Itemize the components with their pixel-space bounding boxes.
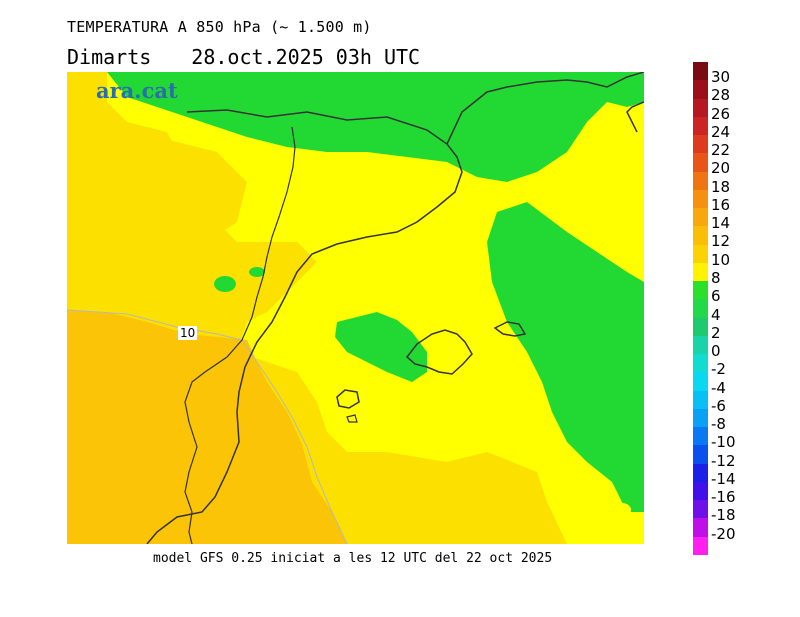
temp-field-10-12-west: [67, 132, 247, 247]
legend-label: -18: [711, 506, 736, 525]
legend-swatch: [693, 299, 708, 319]
temp-field-6-8-north: [107, 72, 644, 182]
legend-label: 22: [711, 141, 731, 160]
legend-label: -10: [711, 433, 736, 452]
island-formentera: [346, 414, 358, 423]
legend-label: -16: [711, 488, 736, 507]
legend-swatch: [693, 317, 708, 337]
legend-label: 4: [711, 305, 721, 324]
temp-field-8-10-ne: [567, 102, 644, 272]
legend-swatch: [693, 262, 708, 282]
legend-label: 28: [711, 86, 731, 105]
temp-field-6-8-balearic: [335, 312, 427, 382]
legend-swatch: [693, 62, 708, 81]
legend-label: 0: [711, 342, 721, 361]
legend-swatch: [693, 536, 708, 556]
map-title: TEMPERATURA A 850 hPa (~ 1.500 m): [67, 18, 372, 36]
color-legend: 30 28 26 24 22 20 18 16 14 12 10 8 6 4 2 0 -2 -4 -6 -8 -10 -1…: [693, 62, 736, 556]
legend-swatch: [693, 135, 708, 154]
legend-swatch: [693, 244, 708, 264]
legend-swatch: [693, 372, 708, 392]
temp-field-6-8-small: [613, 503, 631, 517]
legend-swatch: [693, 189, 708, 209]
legend-swatch: [693, 208, 708, 227]
legend-swatch: [693, 98, 708, 118]
legend-label: -6: [711, 396, 726, 415]
contour-label: 10: [178, 326, 198, 340]
legend-label: 30: [711, 68, 731, 87]
legend-swatch: [693, 500, 708, 519]
legend-label: -2: [711, 360, 726, 379]
legend-label: 26: [711, 104, 731, 123]
island-mallorca: [405, 329, 473, 375]
legend-label: -14: [711, 469, 736, 488]
temp-field-6-8-small: [249, 267, 265, 277]
legend-swatch: [693, 281, 708, 300]
temp-field-6-8-east: [487, 202, 644, 512]
legend-swatch: [693, 390, 708, 410]
coastline-east: [626, 101, 644, 133]
legend-swatch: [693, 153, 708, 173]
temperature-map: [67, 72, 644, 544]
legend-swatch: [693, 481, 708, 501]
coastline: [446, 72, 644, 145]
legend-swatch: [693, 427, 708, 446]
island-menorca: [493, 321, 527, 337]
legend-label: -20: [711, 524, 736, 543]
legend-swatch: [693, 335, 708, 355]
day-label: Dimarts: [67, 45, 152, 69]
ara-cat-logo: ara.cat: [96, 78, 178, 103]
legend-swatch: [693, 354, 708, 373]
temp-field-6-8-small: [214, 276, 236, 292]
legend-label: -12: [711, 451, 736, 470]
legend-label: 12: [711, 232, 731, 251]
map-subtitle: Dimarts 28.oct.2025 03h UTC: [67, 45, 420, 69]
legend-label: 14: [711, 214, 731, 233]
legend-label: 2: [711, 323, 721, 342]
legend-label: 18: [711, 177, 731, 196]
legend-label: 6: [711, 287, 721, 306]
legend-swatch: [693, 445, 708, 465]
date-label: 28.oct.2025 03h UTC: [191, 45, 421, 69]
map-canvas: [67, 72, 644, 544]
legend-label: 20: [711, 159, 731, 178]
legend-label: -8: [711, 415, 726, 434]
legend-label: -4: [711, 378, 726, 397]
isotherm-line: [67, 309, 348, 544]
legend-label: 24: [711, 122, 731, 141]
legend-swatch: [693, 518, 708, 538]
legend-swatch: [693, 226, 708, 246]
temp-field-12-14: [67, 310, 347, 544]
legend-label: 16: [711, 195, 731, 214]
legend-swatch: [693, 408, 708, 428]
legend-label: 8: [711, 268, 721, 287]
legend-swatch: [693, 171, 708, 191]
legend-label: 10: [711, 250, 731, 269]
legend-swatch: [693, 80, 708, 99]
island-ibiza: [336, 389, 360, 409]
legend-swatch: [693, 463, 708, 483]
legend-swatch: [693, 116, 708, 136]
model-footer: model GFS 0.25 iniciat a les 12 UTC del …: [153, 551, 553, 566]
border-line: [184, 126, 296, 544]
coastline: [146, 109, 463, 544]
